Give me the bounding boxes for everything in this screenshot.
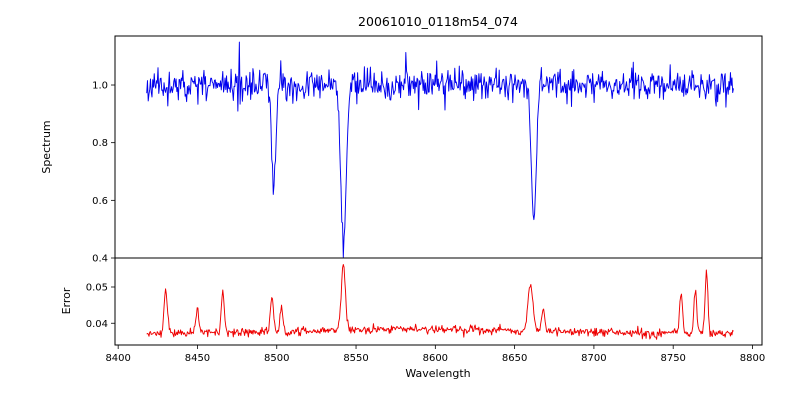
x-tick-label: 8600 xyxy=(423,353,448,364)
axis-ticks: 8400 8450 8500 8550 8600 8650 8700 8750 8800 0.4 0… xyxy=(86,81,765,364)
y-tick-label: 1.0 xyxy=(92,81,108,92)
x-tick-label: 8500 xyxy=(264,353,289,364)
plot-lines xyxy=(146,41,734,340)
y-tick-label: 0.05 xyxy=(86,283,108,294)
x-tick-label: 8450 xyxy=(185,353,210,364)
x-axis-label: Wavelength xyxy=(405,367,470,380)
spectrum-y-axis-label: Spectrum xyxy=(40,120,53,173)
plot-title: 20061010_0118m54_074 xyxy=(358,14,518,29)
spectrum-line xyxy=(146,41,734,258)
y-tick-label: 0.4 xyxy=(92,254,108,265)
y-tick-label: 0.04 xyxy=(86,319,108,330)
x-tick-label: 8650 xyxy=(502,353,527,364)
spectrum-axes-box xyxy=(114,35,763,259)
error-line xyxy=(146,263,734,340)
y-tick-label: 0.8 xyxy=(92,138,108,149)
x-tick-label: 8550 xyxy=(343,353,368,364)
x-tick-label: 8800 xyxy=(740,353,765,364)
x-tick-label: 8750 xyxy=(660,353,685,364)
error-axes-box xyxy=(114,257,763,346)
x-tick-label: 8700 xyxy=(581,353,606,364)
y-tick-label: 0.6 xyxy=(92,196,108,207)
error-y-axis-label: Error xyxy=(60,287,73,314)
x-tick-label: 8400 xyxy=(105,353,130,364)
